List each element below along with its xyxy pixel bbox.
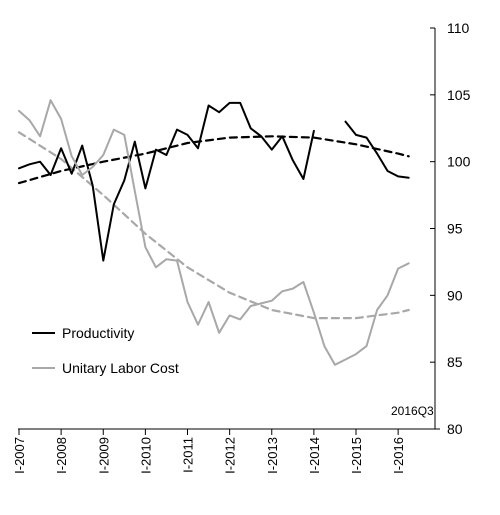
series-line-unitary-labor-cost [18,99,410,366]
y-tick-label: 80 [447,421,463,437]
y-tick-label: 105 [447,87,471,103]
x-tick-label: I-2016 [391,437,406,474]
series-line-unitary-labor-cost-trend [17,131,410,320]
x-tick-label: I-2009 [96,437,111,474]
period-annotation: 2016Q3 [391,404,434,418]
y-tick-label: 100 [447,154,471,170]
series-line-productivity-trend [17,135,410,185]
x-tick-label: I-2015 [349,437,364,474]
x-tick-label: I-2012 [223,437,238,474]
x-tick-label: I-2014 [307,437,322,474]
x-axis-ticks: I-2007 I-2008 I-2009 I-2010 I-2011 I-2012 I-20… [12,429,406,474]
y-tick-label: 95 [447,221,463,237]
data-lines [18,99,410,366]
legend-label-productivity: Productivity [62,325,134,341]
x-tick-label: I-2007 [12,437,27,474]
y-tick-label: 90 [447,287,463,303]
y-tick-label: 110 [447,20,470,36]
x-tick-label: I-2011 [181,437,196,473]
trend-lines [17,131,410,320]
x-tick-label: I-2013 [265,437,280,474]
y-axis-ticks: 80 85 90 95 100 105 110 [430,20,471,437]
x-tick-label: I-2008 [54,437,69,474]
y-tick-label: 85 [447,354,463,370]
legend: Productivity Unitary Labor Cost [32,325,179,376]
series-line-productivity [18,101,410,262]
legend-label-unitary-labor-cost: Unitary Labor Cost [62,360,179,376]
x-tick-label: I-2010 [138,437,153,474]
